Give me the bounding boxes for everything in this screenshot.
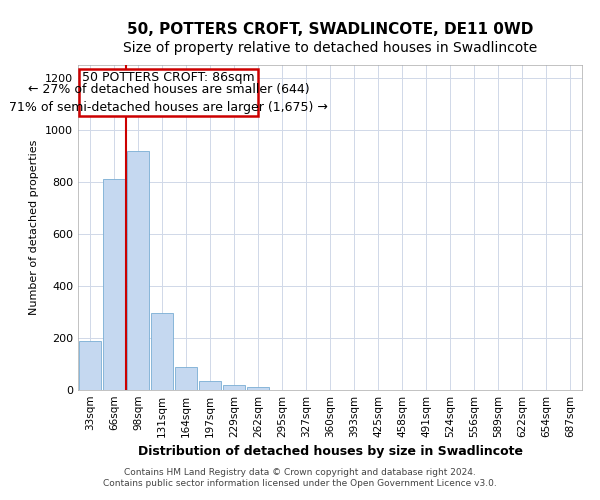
Bar bbox=[151, 314, 173, 390]
Text: 50, POTTERS CROFT, SWADLINCOTE, DE11 0WD: 50, POTTERS CROFT, SWADLINCOTE, DE11 0WD bbox=[127, 22, 533, 38]
Text: ← 27% of detached houses are smaller (644): ← 27% of detached houses are smaller (64… bbox=[28, 83, 310, 96]
Bar bbox=[223, 385, 245, 390]
Text: Size of property relative to detached houses in Swadlincote: Size of property relative to detached ho… bbox=[123, 41, 537, 55]
Text: Contains HM Land Registry data © Crown copyright and database right 2024.
Contai: Contains HM Land Registry data © Crown c… bbox=[103, 468, 497, 487]
Bar bbox=[103, 180, 125, 390]
Text: 71% of semi-detached houses are larger (1,675) →: 71% of semi-detached houses are larger (… bbox=[9, 101, 328, 114]
Text: 50 POTTERS CROFT: 86sqm: 50 POTTERS CROFT: 86sqm bbox=[82, 71, 255, 84]
Bar bbox=[247, 387, 269, 390]
FancyBboxPatch shape bbox=[79, 69, 258, 116]
Bar bbox=[127, 151, 149, 390]
Bar bbox=[199, 381, 221, 390]
Bar bbox=[175, 367, 197, 390]
X-axis label: Distribution of detached houses by size in Swadlincote: Distribution of detached houses by size … bbox=[137, 446, 523, 458]
Y-axis label: Number of detached properties: Number of detached properties bbox=[29, 140, 40, 315]
Bar bbox=[79, 340, 101, 390]
